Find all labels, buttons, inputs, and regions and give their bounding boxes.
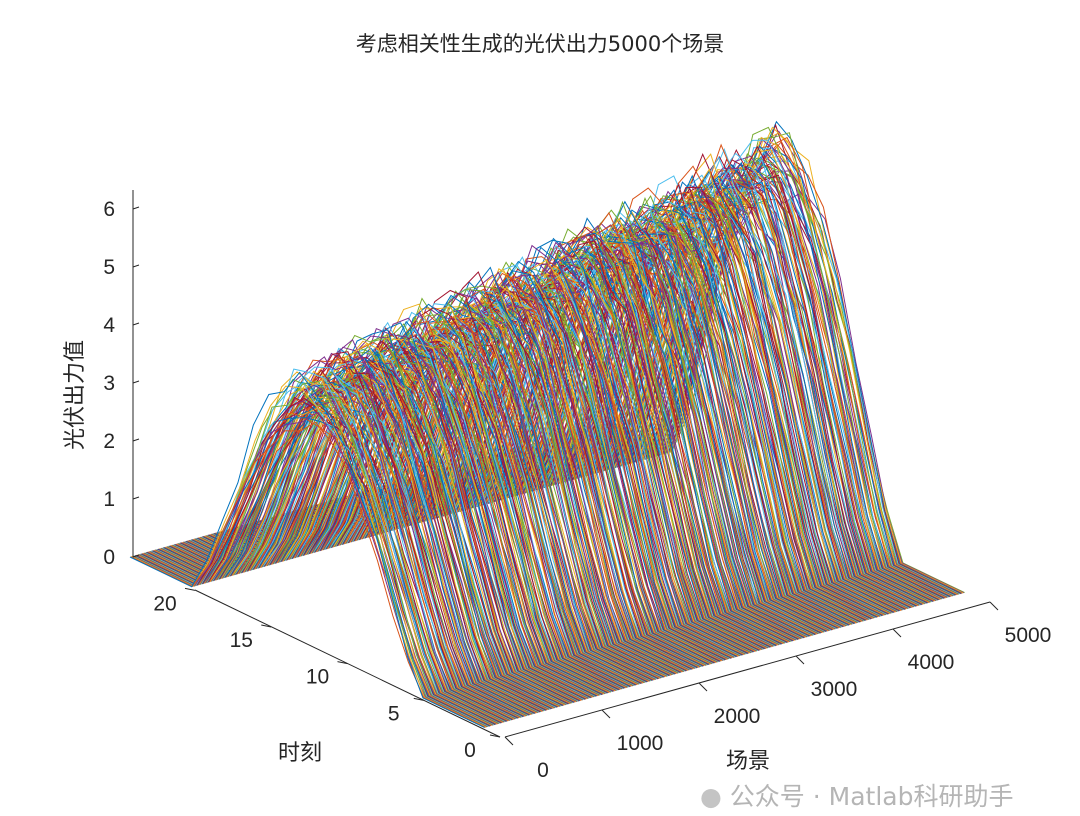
y-tick <box>337 661 348 665</box>
x-tick-label: 4000 <box>908 651 955 674</box>
z-tick-label: 4 <box>103 314 115 337</box>
z-tick <box>132 264 140 268</box>
y-axis-label: 时刻 <box>278 740 322 765</box>
z-tick-label: 1 <box>103 488 115 511</box>
scenario-line <box>132 411 488 728</box>
z-tick <box>132 496 140 500</box>
z-tick-label: 6 <box>103 198 115 221</box>
scenario-lines <box>129 120 965 729</box>
y-tick-label: 20 <box>153 592 176 615</box>
x-tick <box>698 682 708 692</box>
z-tick-label: 0 <box>103 546 115 569</box>
y-tick-label: 10 <box>306 666 329 689</box>
x-tick <box>504 736 514 746</box>
y-tick <box>489 734 501 738</box>
scenario-line <box>130 421 486 728</box>
wechat-icon: ● <box>700 782 722 811</box>
watermark: ● 公众号 · Matlab科研助手 <box>700 782 1014 811</box>
x-tick-label: 5000 <box>1005 624 1052 647</box>
x-tick <box>892 628 902 638</box>
y-tick <box>261 624 272 628</box>
scenario-line <box>131 385 487 728</box>
z-tick-label: 2 <box>103 430 115 453</box>
x-tick <box>601 709 611 719</box>
x-tick <box>989 601 999 611</box>
x-tick-label: 0 <box>537 759 549 782</box>
y-tick <box>184 587 196 591</box>
x-tick <box>795 655 805 665</box>
x-tick-label: 3000 <box>811 678 858 701</box>
y-tick-label: 15 <box>230 629 253 652</box>
z-tick <box>132 554 140 558</box>
y-tick-label: 0 <box>464 739 476 762</box>
z-tick-label: 5 <box>103 256 115 279</box>
z-tick <box>132 322 140 326</box>
axes: 0 1 2 3 4 5 6 0 1000 2000 3000 4000 5000 0 5 10 15 20 <box>103 190 1051 782</box>
x-axis-label: 场景 <box>726 748 770 773</box>
z-axis-label: 光伏出力值 <box>62 340 87 450</box>
scenario-line <box>129 371 485 729</box>
y-tick <box>413 697 424 701</box>
x-tick-label: 1000 <box>617 732 664 755</box>
z-tick-label: 3 <box>103 372 115 395</box>
z-tick <box>132 380 140 384</box>
scenario-line <box>132 380 489 728</box>
x-tick-label: 2000 <box>714 705 761 728</box>
x-axis-line <box>504 601 991 738</box>
z-tick <box>132 438 140 442</box>
z-tick <box>132 206 140 210</box>
chart-title: 考虑相关性生成的光伏出力5000个场景 <box>355 32 725 56</box>
y-tick-label: 5 <box>388 702 400 725</box>
